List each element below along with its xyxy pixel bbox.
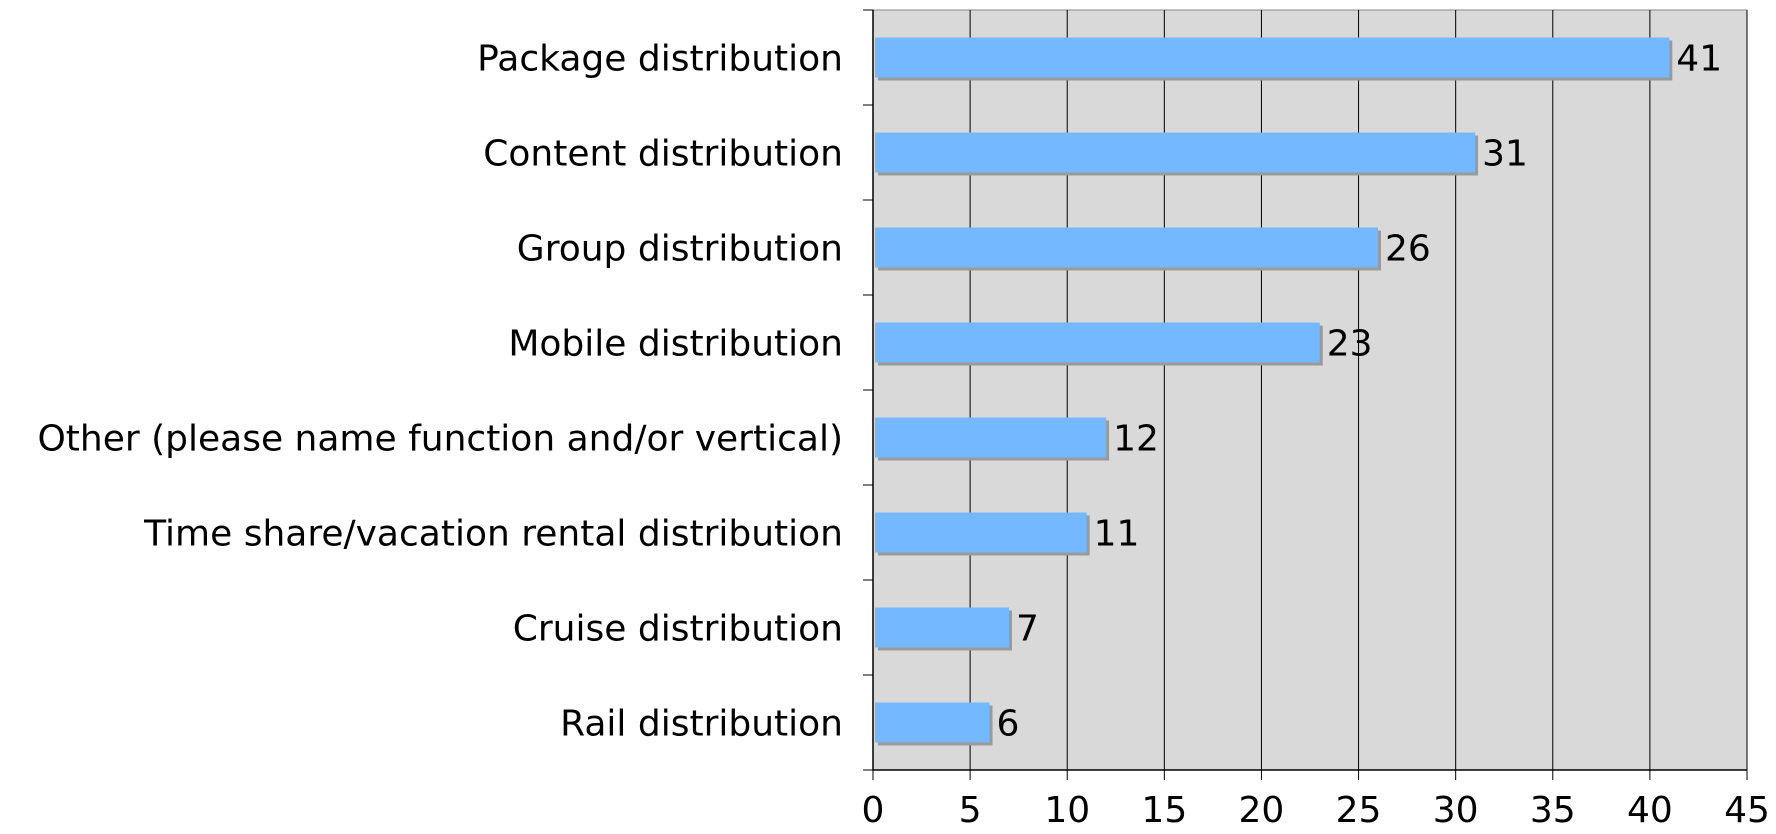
bar — [875, 512, 1087, 553]
category-label: Other (please name function and/or verti… — [37, 419, 843, 460]
x-tick-label: 10 — [1044, 790, 1090, 831]
category-label: Rail distribution — [560, 704, 843, 745]
data-label: 7 — [1016, 609, 1039, 650]
x-tick-label: 15 — [1141, 790, 1187, 831]
x-tick-label: 20 — [1239, 790, 1285, 831]
category-label: Package distribution — [477, 39, 843, 80]
axes — [863, 9, 1748, 780]
data-label: 6 — [997, 704, 1020, 745]
bar — [875, 37, 1670, 78]
category-label: Content distribution — [483, 134, 843, 175]
category-label: Time share/vacation rental distribution — [143, 514, 843, 555]
data-label: 23 — [1327, 324, 1373, 365]
x-tick-label: 5 — [959, 790, 982, 831]
category-label: Cruise distribution — [513, 609, 843, 650]
x-tick-label: 25 — [1336, 790, 1382, 831]
data-label: 11 — [1094, 514, 1140, 555]
x-tick-label: 40 — [1627, 790, 1673, 831]
category-label: Group distribution — [517, 229, 843, 270]
bar — [875, 417, 1107, 458]
category-labels: Package distribution Content distribution… — [37, 39, 843, 745]
data-label: 26 — [1385, 229, 1431, 270]
data-labels: 41 31 26 23 12 11 7 6 — [997, 39, 1723, 745]
x-tick-label: 35 — [1530, 790, 1576, 831]
bar — [875, 132, 1476, 173]
x-tick-label: 0 — [862, 790, 885, 831]
bar — [875, 607, 1009, 648]
bar — [875, 227, 1378, 268]
x-tick-label: 30 — [1433, 790, 1479, 831]
data-label: 41 — [1676, 39, 1722, 80]
bar — [875, 322, 1320, 363]
plot-area — [872, 9, 1748, 771]
category-label: Mobile distribution — [508, 324, 843, 365]
bar — [875, 702, 990, 743]
tick-labels: 0 5 10 15 20 25 30 35 40 45 — [862, 790, 1770, 831]
data-label: 12 — [1113, 419, 1159, 460]
x-tick-label: 45 — [1724, 790, 1770, 831]
data-label: 31 — [1482, 134, 1528, 175]
bars — [875, 37, 1673, 746]
